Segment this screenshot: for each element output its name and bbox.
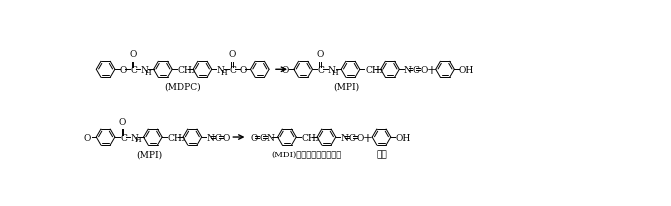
Text: N: N	[140, 66, 148, 74]
Text: CH₂: CH₂	[178, 66, 196, 74]
Text: O: O	[119, 118, 126, 127]
Text: O: O	[420, 66, 427, 74]
Text: +: +	[427, 63, 436, 76]
Text: CH₂: CH₂	[365, 66, 384, 74]
Text: N: N	[217, 66, 224, 74]
Text: C: C	[120, 133, 127, 142]
Text: O: O	[228, 50, 236, 59]
Text: (MPI): (MPI)	[136, 150, 162, 159]
Text: C: C	[318, 66, 325, 74]
Text: 苯酬: 苯酬	[376, 150, 387, 159]
Text: OH: OH	[459, 66, 474, 74]
Text: C: C	[215, 133, 221, 142]
Text: O: O	[83, 133, 91, 142]
Text: O: O	[250, 133, 258, 142]
Text: C: C	[229, 66, 236, 74]
Text: +: +	[363, 131, 373, 144]
Text: CH₂: CH₂	[302, 133, 320, 142]
Text: N: N	[328, 66, 336, 74]
Text: CH₂: CH₂	[168, 133, 186, 142]
Text: O: O	[240, 66, 247, 74]
Text: C: C	[130, 66, 138, 74]
Text: H: H	[134, 136, 141, 144]
Text: H: H	[144, 68, 151, 76]
Text: O: O	[317, 50, 324, 59]
Text: H: H	[332, 68, 338, 76]
Text: (MPI): (MPI)	[333, 82, 360, 91]
Text: C: C	[349, 133, 356, 142]
Text: N: N	[206, 133, 214, 142]
Text: C: C	[413, 66, 419, 74]
Text: (MDPC): (MDPC)	[164, 82, 201, 91]
Text: O: O	[357, 133, 364, 142]
Text: N: N	[404, 66, 412, 74]
Text: H: H	[220, 68, 227, 76]
Text: (MDI)二苯甲烷二异氰酸酟: (MDI)二苯甲烷二异氰酸酟	[272, 150, 342, 158]
Text: O: O	[129, 50, 136, 59]
Text: O: O	[223, 133, 230, 142]
Text: OH: OH	[395, 133, 411, 142]
Text: C: C	[259, 133, 266, 142]
Text: N: N	[130, 133, 138, 142]
Text: O: O	[119, 66, 127, 74]
Text: N: N	[340, 133, 348, 142]
Text: O: O	[281, 66, 289, 74]
Text: N: N	[267, 133, 274, 142]
